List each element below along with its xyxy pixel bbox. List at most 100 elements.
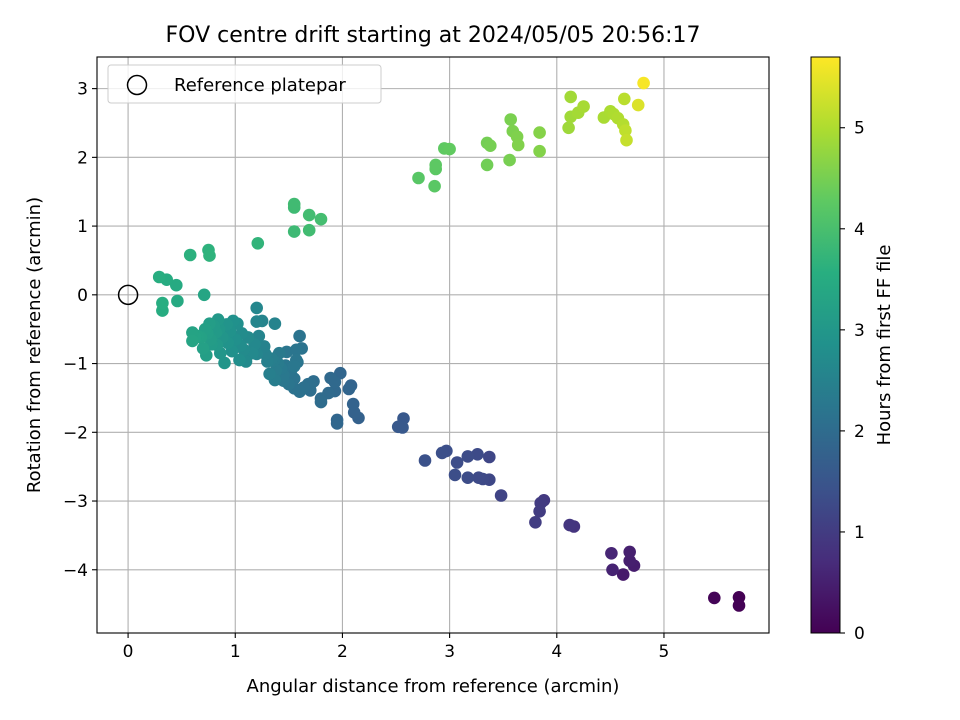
scatter-point <box>183 248 197 262</box>
y-axis-label: Rotation from reference (arcmin) <box>24 197 45 493</box>
scatter-point <box>562 121 575 135</box>
scatter-point <box>435 446 449 460</box>
y-axis-ticks: −4 −3 −2 −1 0 1 2 3 <box>63 80 97 581</box>
x-tick-label: 2 <box>337 642 348 662</box>
scatter-point <box>268 317 282 331</box>
colorbar-gradient <box>810 56 841 634</box>
scatter-point <box>708 591 721 605</box>
colorbar-label: Hours from first FF file <box>874 245 895 446</box>
x-tick-label: 5 <box>659 642 670 662</box>
y-tick-label: −3 <box>63 492 88 512</box>
scatter-point <box>620 133 633 147</box>
chart-title: FOV centre drift starting at 2024/05/05 … <box>166 23 701 48</box>
scatter-point <box>302 208 316 222</box>
scatter-point <box>448 468 462 482</box>
scatter-point <box>418 454 432 467</box>
colorbar-ticks: 0 1 2 3 4 5 <box>840 119 865 644</box>
scatter-point <box>494 489 508 502</box>
scatter-point <box>577 100 590 113</box>
scatter-point <box>606 563 619 577</box>
scatter-point <box>197 288 211 302</box>
y-tick-label: 1 <box>77 217 88 237</box>
scatter-point <box>443 142 456 156</box>
scatter-point <box>287 197 301 211</box>
x-tick-label: 4 <box>551 642 562 662</box>
scatter-point <box>637 76 650 90</box>
scatter-point <box>563 518 576 532</box>
scatter-point <box>529 516 542 529</box>
scatter-point <box>412 171 425 185</box>
scatter-point <box>290 343 303 357</box>
scatter-point <box>471 448 484 461</box>
scatter-point <box>156 296 169 310</box>
y-tick-label: 3 <box>77 80 88 100</box>
legend-marker-reference <box>126 74 148 96</box>
colorbar-tick-label: 0 <box>854 624 865 644</box>
scatter-point <box>618 92 631 106</box>
scatter-point <box>391 420 405 434</box>
scatter-point <box>196 342 210 355</box>
scatter-point <box>250 301 263 315</box>
y-tick-label: −2 <box>63 423 88 443</box>
scatter-point <box>511 138 525 152</box>
scatter-point <box>346 397 360 411</box>
x-tick-label: 3 <box>444 642 455 662</box>
scatter-point <box>330 417 344 430</box>
scatter-point <box>250 315 263 328</box>
scatter-point <box>263 367 276 381</box>
y-tick-label: −1 <box>63 355 88 375</box>
scatter-point <box>631 98 645 112</box>
scatter-point <box>428 179 441 193</box>
scatter-point <box>619 124 632 137</box>
scatter-point <box>461 450 475 463</box>
reference-marker <box>117 284 139 306</box>
x-tick-label: 1 <box>230 642 241 662</box>
scatter-point <box>342 382 356 396</box>
scatter-point <box>623 554 636 568</box>
scatter-point <box>732 599 746 612</box>
legend: Reference platepar <box>107 64 382 104</box>
x-axis-label: Angular distance from reference (arcmin) <box>247 676 620 697</box>
scatter-point <box>480 158 494 172</box>
scatter-point <box>483 450 496 464</box>
scatter-point <box>484 139 497 152</box>
colorbar-tick-label: 3 <box>854 321 865 341</box>
scatter-point <box>605 547 618 560</box>
scatter-point <box>251 237 265 250</box>
x-tick-label: 0 <box>123 642 134 662</box>
scatter-point <box>314 212 328 226</box>
colorbar-tick-label: 1 <box>854 523 865 543</box>
scatter-point <box>170 278 183 292</box>
scatter-point <box>324 371 337 385</box>
scatter-point <box>533 144 546 158</box>
colorbar-tick-label: 4 <box>854 220 865 240</box>
scatter-point <box>533 126 546 139</box>
scatter-point <box>564 90 577 104</box>
scatter-point <box>152 270 166 284</box>
y-tick-label: 2 <box>77 148 88 168</box>
scatter-point <box>450 456 464 469</box>
scatter-point <box>233 353 246 367</box>
scatter-point <box>171 294 184 308</box>
legend-entry-reference: Reference platepar <box>174 75 346 96</box>
legend-box <box>107 64 382 104</box>
colorbar-tick-label: 5 <box>854 119 865 139</box>
scatter-point <box>293 329 306 343</box>
scatter-point <box>472 471 485 485</box>
colorbar: 0 1 2 3 4 5 Hours from first FF file <box>810 56 895 644</box>
plot-frame <box>96 56 770 634</box>
y-tick-label: −4 <box>63 561 88 581</box>
y-tick-label: 0 <box>77 286 88 306</box>
scatter-point <box>623 545 636 559</box>
scatter-point <box>287 225 301 238</box>
scatter-point <box>314 395 328 409</box>
colorbar-tick-label: 2 <box>854 422 865 442</box>
scatter-point <box>503 153 516 167</box>
scatter-point <box>429 158 443 172</box>
scatter-point <box>186 334 199 348</box>
x-axis-ticks: 0 1 2 3 4 5 <box>123 633 670 662</box>
scatter-point <box>461 471 475 485</box>
scatter-point <box>504 113 517 126</box>
scatter-point <box>302 223 316 237</box>
